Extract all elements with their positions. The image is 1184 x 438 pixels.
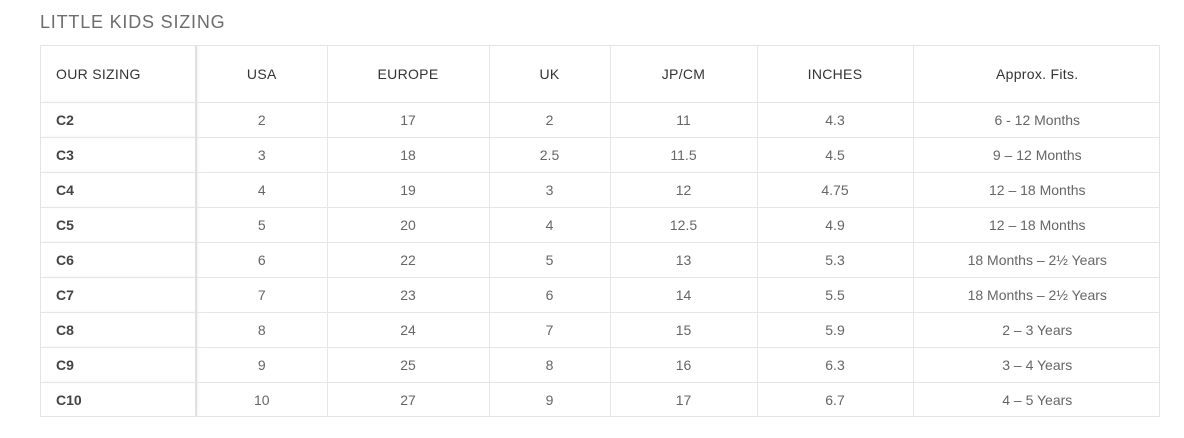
- cell-our-sizing: C3: [41, 137, 197, 173]
- cell-usa: 7: [196, 277, 327, 313]
- cell-our-sizing: C10: [41, 382, 197, 416]
- cell-usa: 5: [196, 207, 327, 243]
- cell-inches: 4.9: [756, 207, 913, 243]
- header-uk: UK: [488, 46, 610, 103]
- cell-europe: 24: [326, 312, 489, 348]
- cell-inches: 4.3: [756, 102, 913, 138]
- cell-uk: 8: [488, 347, 610, 383]
- cell-europe: 18: [326, 137, 489, 173]
- cell-jp-cm: 15: [609, 312, 757, 348]
- cell-usa: 2: [196, 102, 327, 138]
- cell-inches: 5.3: [756, 242, 913, 278]
- cell-europe: 25: [326, 347, 489, 383]
- cell-our-sizing: C5: [41, 207, 197, 243]
- cell-europe: 17: [326, 102, 489, 138]
- table-row: C8 8 24 7 15 5.9 2 – 3 Years: [41, 312, 1159, 348]
- cell-approx-fits: 12 – 18 Months: [912, 172, 1159, 208]
- cell-usa: 10: [253, 391, 270, 408]
- cell-our-sizing: C9: [41, 347, 197, 383]
- cell-approx-fits: 4 – 5 Years: [912, 382, 1159, 416]
- cell-usa: 6: [196, 242, 327, 278]
- cell-uk: 2: [488, 102, 610, 138]
- cell-inches: 5.9: [756, 312, 913, 348]
- header-inches: INCHES: [756, 46, 913, 103]
- cell-our-sizing: C2: [41, 102, 197, 138]
- header-usa: USA: [196, 46, 327, 103]
- cell-jp-cm: 17: [609, 382, 757, 416]
- cell-uk: 4: [488, 207, 610, 243]
- cell-usa: 9: [196, 347, 327, 383]
- cell-inches: 4.75: [756, 172, 913, 208]
- table-row: C5 5 20 4 12.5 4.9 12 – 18 Months: [41, 207, 1159, 243]
- table-row: C9 9 25 8 16 6.3 3 – 4 Years: [41, 347, 1159, 383]
- cell-approx-fits: 18 Months – 2½ Years: [912, 277, 1159, 313]
- table-row: C2 2 17 2 11 4.3 6 - 12 Months: [41, 102, 1159, 138]
- header-jp-cm: JP/CM: [609, 46, 757, 103]
- cell-approx-fits: 9 – 12 Months: [912, 137, 1159, 173]
- table-row: C7 7 23 6 14 5.5 18 Months – 2½ Years: [41, 277, 1159, 313]
- cell-usa: 3: [196, 137, 327, 173]
- cell-our-sizing: C6: [41, 242, 197, 278]
- header-europe: EUROPE: [326, 46, 489, 103]
- cell-uk: 5: [488, 242, 610, 278]
- cell-approx-fits: 6 - 12 Months: [912, 102, 1159, 138]
- table-row: C10 10 27 9 17 6.7 4 – 5 Years: [41, 382, 1159, 416]
- cell-uk: 2.5: [488, 137, 610, 173]
- cell-europe: 20: [326, 207, 489, 243]
- cell-europe: 22: [326, 242, 489, 278]
- cell-approx-fits: 3 – 4 Years: [912, 347, 1159, 383]
- cell-uk: 6: [488, 277, 610, 313]
- cell-jp-cm: 11: [609, 102, 757, 138]
- cell-usa: 4: [196, 172, 327, 208]
- cell-jp-cm: 12.5: [609, 207, 757, 243]
- cell-europe: 19: [326, 172, 489, 208]
- header-approx-fits: Approx. Fits.: [912, 46, 1159, 103]
- cell-jp-cm: 13: [609, 242, 757, 278]
- table-row: C3 3 18 2.5 11.5 4.5 9 – 12 Months: [41, 137, 1159, 173]
- cell-approx-fits: 2 – 3 Years: [912, 312, 1159, 348]
- cell-approx-fits: 12 – 18 Months: [912, 207, 1159, 243]
- cell-inches: 5.5: [756, 277, 913, 313]
- table-row: C4 4 19 3 12 4.75 12 – 18 Months: [41, 172, 1159, 208]
- cell-our-sizing: C7: [41, 277, 197, 313]
- cell-jp-cm: 11.5: [609, 137, 757, 173]
- table-row: C6 6 22 5 13 5.3 18 Months – 2½ Years: [41, 242, 1159, 278]
- cell-uk: 7: [488, 312, 610, 348]
- size-chart-table: OUR SIZING USA EUROPE UK JP/CM INCHES Ap…: [41, 46, 1159, 416]
- page-title: LITTLE KIDS SIZING: [40, 12, 226, 32]
- cell-inches: 4.5: [756, 137, 913, 173]
- table-header-row: OUR SIZING USA EUROPE UK JP/CM INCHES Ap…: [41, 46, 1159, 103]
- table-body: C2 2 17 2 11 4.3 6 - 12 Months C3 3 18 2.5 11.5 4.5 9…: [41, 102, 1159, 416]
- cell-jp-cm: 12: [609, 172, 757, 208]
- cell-inches: 6.3: [756, 347, 913, 383]
- cell-our-sizing: C8: [41, 312, 197, 348]
- size-chart-table-container: OUR SIZING USA EUROPE UK JP/CM INCHES Ap…: [40, 45, 1160, 417]
- cell-jp-cm: 16: [609, 347, 757, 383]
- cell-inches: 6.7: [756, 382, 913, 416]
- cell-usa: 8: [196, 312, 327, 348]
- cell-europe: 23: [326, 277, 489, 313]
- cell-jp-cm: 14: [609, 277, 757, 313]
- header-our-sizing: OUR SIZING: [41, 46, 197, 103]
- cell-our-sizing: C4: [41, 172, 197, 208]
- cell-approx-fits: 18 Months – 2½ Years: [912, 242, 1159, 278]
- cell-uk: 3: [488, 172, 610, 208]
- cell-uk: 9: [488, 382, 610, 416]
- cell-europe: 27: [326, 382, 489, 416]
